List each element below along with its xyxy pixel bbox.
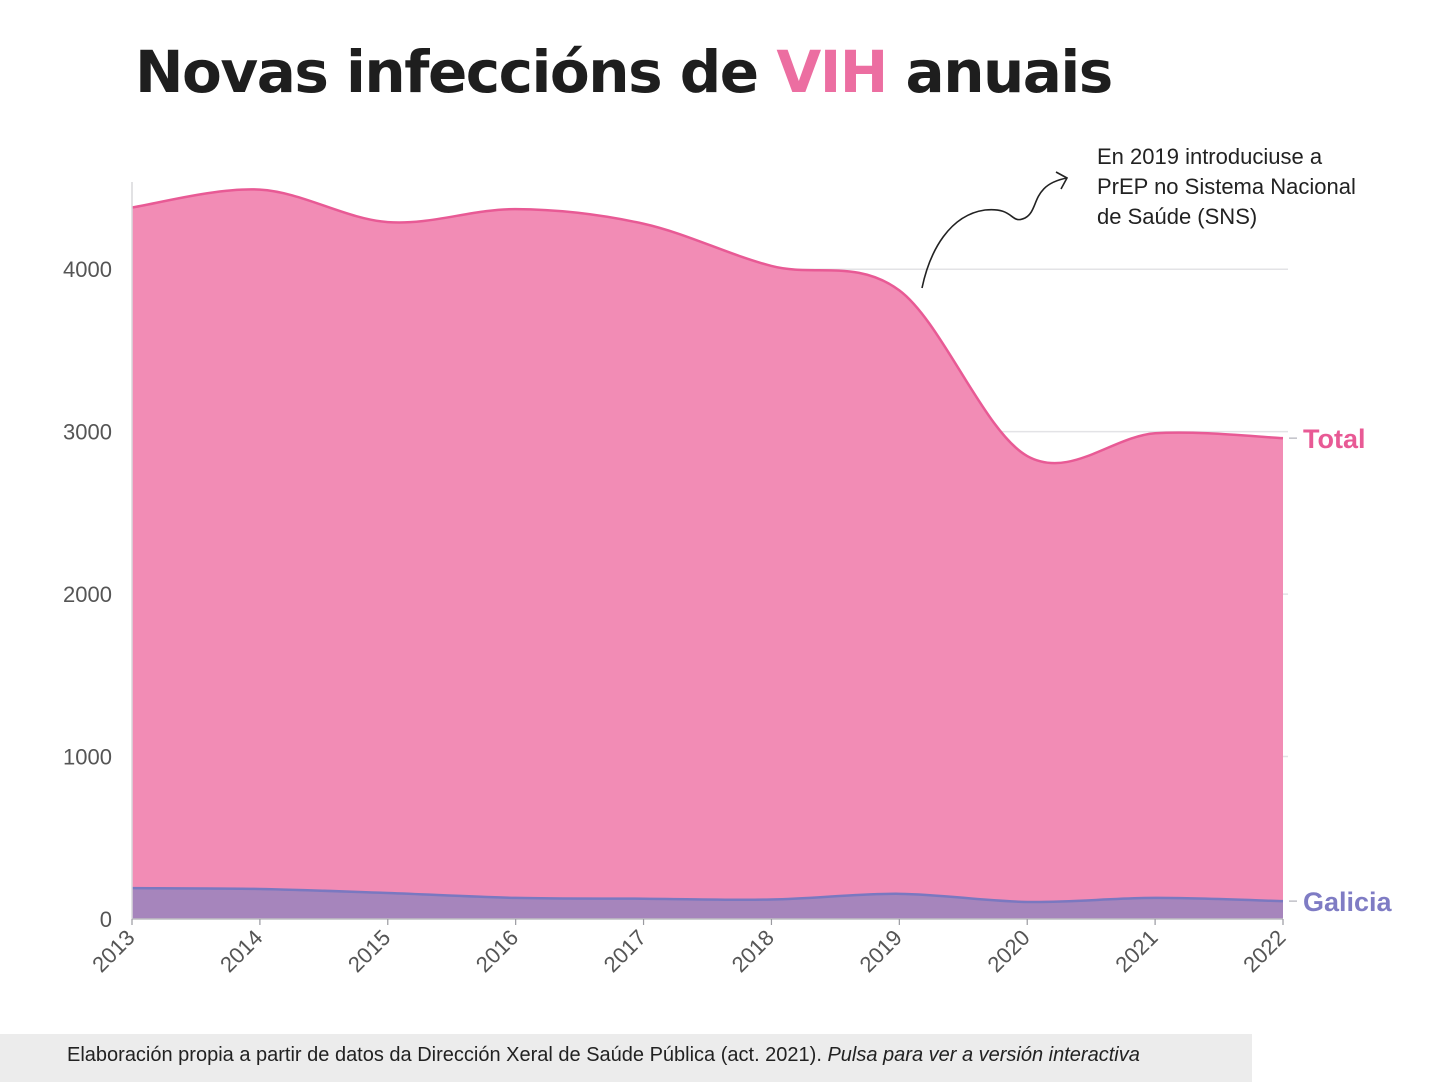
x-tick-label: 2021 xyxy=(1110,925,1162,977)
x-tick-label: 2016 xyxy=(471,925,523,977)
series-areas xyxy=(131,188,1284,919)
series-label-galicia: Galicia xyxy=(1303,887,1393,917)
x-axis: 2013 2014 2015 2016 2017 2018 2019 2020 2021 2022 xyxy=(87,918,1291,977)
title-text-start: Novas infeccións de xyxy=(135,38,777,106)
x-tick-label: 2015 xyxy=(343,925,395,977)
annotation-arrow xyxy=(921,177,1068,289)
x-tick-label: 2013 xyxy=(87,925,139,977)
annotation-arrowhead xyxy=(1055,171,1069,190)
y-tick-label: 0 xyxy=(100,907,112,932)
series-line-total xyxy=(131,188,1284,465)
y-tick-label: 3000 xyxy=(63,420,112,445)
x-tick-label: 2018 xyxy=(727,925,779,977)
source-text: Elaboración propia a partir de datos da … xyxy=(67,1044,1140,1067)
y-axis: 0 1000 2000 3000 4000 xyxy=(63,182,133,932)
interactive-version-link[interactable]: Pulsa para ver a versión interactiva xyxy=(827,1044,1140,1066)
series-labels: Total Galicia xyxy=(1289,424,1393,917)
source-credit: Elaboración propia a partir de datos da … xyxy=(67,1044,828,1066)
series-line-galicia xyxy=(131,886,1284,904)
title-text-end: anuais xyxy=(886,38,1114,106)
y-tick-label: 2000 xyxy=(63,582,112,607)
prep-annotation: En 2019 introduciuse a PrEP no Sistema N… xyxy=(1097,142,1397,232)
x-tick-label: 2014 xyxy=(215,925,267,977)
annotation-line: de Saúde (SNS) xyxy=(1097,204,1258,229)
y-tick-label: 4000 xyxy=(63,257,112,282)
chart-title: Novas infeccións de VIH anuais xyxy=(135,38,1114,106)
annotation-line: En 2019 introduciuse a xyxy=(1097,144,1323,169)
x-tick-label: 2019 xyxy=(855,925,907,977)
y-tick-label: 1000 xyxy=(63,745,112,770)
title-highlight: VIH xyxy=(776,38,888,106)
series-area-galicia xyxy=(132,888,1283,919)
source-footer: Elaboración propia a partir de datos da … xyxy=(0,1034,1252,1082)
x-tick-label: 2022 xyxy=(1238,925,1290,977)
annotation-line: PrEP no Sistema Nacional xyxy=(1097,174,1356,199)
x-tick-label: 2017 xyxy=(599,925,651,977)
series-area-total xyxy=(132,189,1283,919)
x-tick-label: 2020 xyxy=(982,925,1034,977)
series-label-total: Total xyxy=(1303,424,1366,454)
